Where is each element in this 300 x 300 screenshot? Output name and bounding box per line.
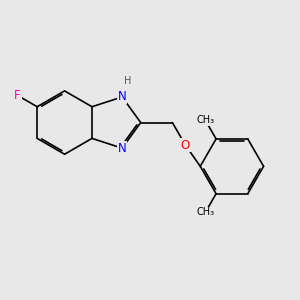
Text: N: N: [118, 90, 127, 104]
Text: F: F: [14, 89, 21, 102]
Text: CH₃: CH₃: [196, 115, 214, 125]
Text: CH₃: CH₃: [196, 207, 214, 218]
Text: O: O: [181, 139, 190, 152]
Text: H: H: [124, 76, 131, 86]
Text: N: N: [118, 142, 127, 155]
